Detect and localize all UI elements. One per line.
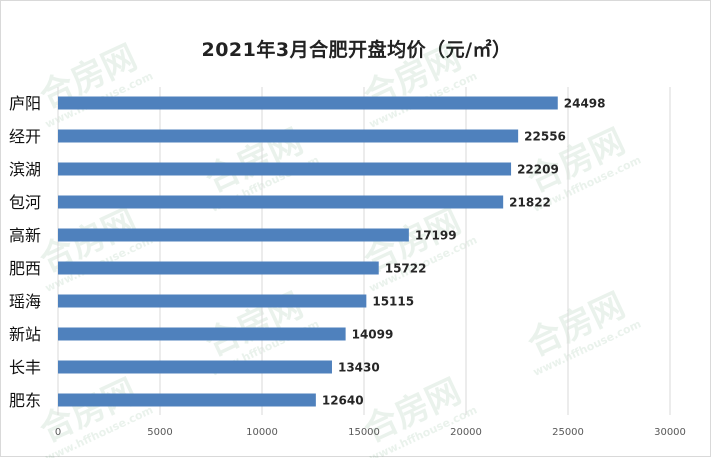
data-label: 17199 [415, 229, 457, 243]
bar-长丰 [58, 360, 332, 374]
data-label: 24498 [564, 97, 606, 111]
bar-庐阳 [58, 96, 558, 110]
bar-滨湖 [58, 162, 512, 176]
data-label: 22209 [517, 163, 559, 177]
category-label: 滨湖 [9, 160, 41, 179]
category-label: 肥东 [9, 391, 41, 410]
bar-肥东 [58, 393, 316, 407]
bar-经开 [58, 129, 519, 143]
data-label: 13430 [338, 361, 380, 375]
category-label: 新站 [9, 325, 41, 344]
category-label: 包河 [9, 193, 41, 212]
x-tick-label: 30000 [654, 427, 686, 438]
bar-肥西 [58, 261, 379, 275]
category-label: 长丰 [9, 358, 41, 377]
data-label: 21822 [509, 196, 551, 210]
x-tick-label: 15000 [348, 427, 380, 438]
x-tick-label: 20000 [450, 427, 482, 438]
category-label: 高新 [9, 226, 41, 245]
data-label: 22556 [524, 130, 566, 144]
bar-新站 [58, 327, 346, 341]
data-labels: 24498 22556 22209 21822 17199 15722 15115 14099… [322, 97, 606, 408]
data-label: 14099 [352, 328, 394, 342]
chart-title: 2021年3月合肥开盘均价（元/㎡） [201, 39, 512, 61]
data-label: 12640 [322, 394, 364, 408]
bar-包河 [58, 195, 504, 209]
x-tick-label: 25000 [552, 427, 584, 438]
data-label: 15115 [372, 295, 414, 309]
bars [58, 96, 558, 407]
category-label: 肥西 [9, 259, 41, 278]
bar-瑶海 [58, 294, 367, 308]
data-label: 15722 [385, 262, 427, 276]
category-label: 庐阳 [9, 94, 41, 113]
x-tick-label: 0 [55, 427, 61, 438]
category-label: 经开 [9, 127, 41, 146]
x-tick-label: 5000 [147, 427, 172, 438]
bar-高新 [58, 228, 409, 242]
x-tick-label: 10000 [246, 427, 278, 438]
x-tick-labels: 0 5000 10000 15000 20000 25000 30000 [55, 427, 686, 438]
category-label: 瑶海 [9, 292, 41, 311]
